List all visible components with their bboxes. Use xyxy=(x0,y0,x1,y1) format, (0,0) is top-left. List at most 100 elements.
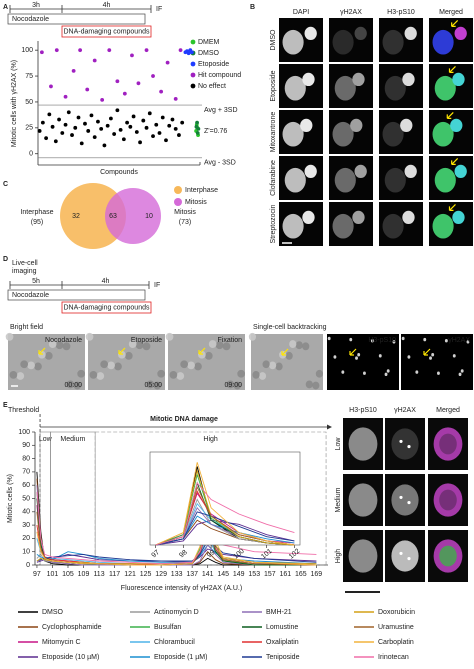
duration: 4h xyxy=(103,2,111,9)
data-point xyxy=(109,116,113,121)
threshold-label: Threshold xyxy=(8,407,39,414)
data-point xyxy=(86,129,91,133)
arrow xyxy=(118,347,126,355)
cell xyxy=(282,213,304,239)
cell xyxy=(348,483,378,517)
data-point xyxy=(157,131,162,135)
y-tick-label: 25 xyxy=(25,125,33,132)
arrow xyxy=(198,347,206,355)
cell xyxy=(302,72,315,86)
reference-label: Avg - 3SD xyxy=(204,160,236,167)
data-point xyxy=(125,120,129,125)
data-point xyxy=(92,135,97,140)
cell xyxy=(391,484,419,516)
legend-label: Etoposide xyxy=(198,61,229,68)
cell xyxy=(282,29,304,55)
cell xyxy=(378,354,382,358)
cell xyxy=(215,341,224,350)
legend-marker xyxy=(190,72,196,78)
region-count: 10 xyxy=(145,213,153,220)
data-point xyxy=(134,130,139,134)
cell xyxy=(349,337,353,342)
cell xyxy=(222,342,231,351)
cell xyxy=(302,342,310,351)
y-tick-label: 20 xyxy=(22,535,30,542)
y-tick-label: 70 xyxy=(22,469,30,476)
cell xyxy=(431,353,435,357)
cell xyxy=(237,369,245,378)
data-point xyxy=(47,112,52,117)
x-tick-label: 105 xyxy=(62,571,74,578)
cell xyxy=(350,118,363,132)
treatment-box xyxy=(61,301,152,314)
cell xyxy=(135,341,144,350)
data-point xyxy=(107,48,112,53)
x-tick-label: 101 xyxy=(47,571,59,578)
region xyxy=(94,431,327,566)
cell xyxy=(332,121,354,147)
x-tick-label: 137 xyxy=(186,571,198,578)
x-tick-label: 97 xyxy=(33,571,41,578)
section-title: Single-cell backtracking xyxy=(253,324,327,331)
bright-field-image xyxy=(251,334,323,390)
data-point xyxy=(73,125,78,130)
cell xyxy=(100,360,109,369)
legend-marker xyxy=(190,83,196,89)
duration: 3h xyxy=(32,2,40,9)
legend-label: Cyclophosphamide xyxy=(42,624,102,631)
cell xyxy=(415,370,419,374)
cell xyxy=(354,26,367,40)
row-label: Etoposide xyxy=(270,70,277,101)
cell xyxy=(399,551,403,555)
cell xyxy=(77,369,85,378)
data-point xyxy=(37,129,42,133)
cell xyxy=(332,213,354,239)
cell xyxy=(153,381,162,390)
cell xyxy=(334,75,356,101)
cell xyxy=(437,371,440,375)
cell xyxy=(48,340,57,348)
arrow xyxy=(423,348,431,356)
cell xyxy=(62,342,71,351)
cell xyxy=(96,372,105,380)
data-point xyxy=(63,122,68,127)
cell xyxy=(357,353,361,357)
channel-label: H3-pS10 xyxy=(368,337,396,344)
data-point xyxy=(102,143,107,148)
y-tick-label: 60 xyxy=(22,482,30,489)
legend-label: Etoposide (10 µM) xyxy=(42,654,99,661)
x-tick-label: 97 xyxy=(151,549,162,559)
cell xyxy=(352,72,365,86)
row-label: Clofarabine xyxy=(270,160,277,196)
cell xyxy=(429,356,432,360)
data-point xyxy=(115,79,120,84)
treatment: DNA-damaging compounds xyxy=(64,304,150,311)
data-point xyxy=(96,119,100,124)
cell xyxy=(407,501,411,505)
venn-set xyxy=(105,188,161,244)
cell xyxy=(439,433,457,455)
arrow xyxy=(448,65,456,73)
data-point xyxy=(78,48,83,53)
x-axis-label: Compounds xyxy=(100,169,138,176)
data-point xyxy=(130,53,134,58)
data-point xyxy=(164,138,168,143)
cell xyxy=(450,118,463,132)
cell xyxy=(452,354,456,358)
cell xyxy=(85,332,94,341)
x-tick-label: 121 xyxy=(124,571,136,578)
cell xyxy=(432,29,454,55)
legend-label: Irinotecan xyxy=(378,654,409,661)
data-point xyxy=(165,60,170,65)
channel-label: γH2AX xyxy=(340,9,362,16)
cell xyxy=(444,339,448,343)
treatment-box xyxy=(7,289,146,301)
y-tick-label: 100 xyxy=(21,47,33,54)
data-point xyxy=(167,123,172,128)
cell xyxy=(348,427,378,461)
data-point xyxy=(92,58,97,63)
data-point xyxy=(147,111,152,116)
cell xyxy=(454,26,467,40)
cell xyxy=(432,121,454,147)
region-label: Medium xyxy=(60,436,85,443)
